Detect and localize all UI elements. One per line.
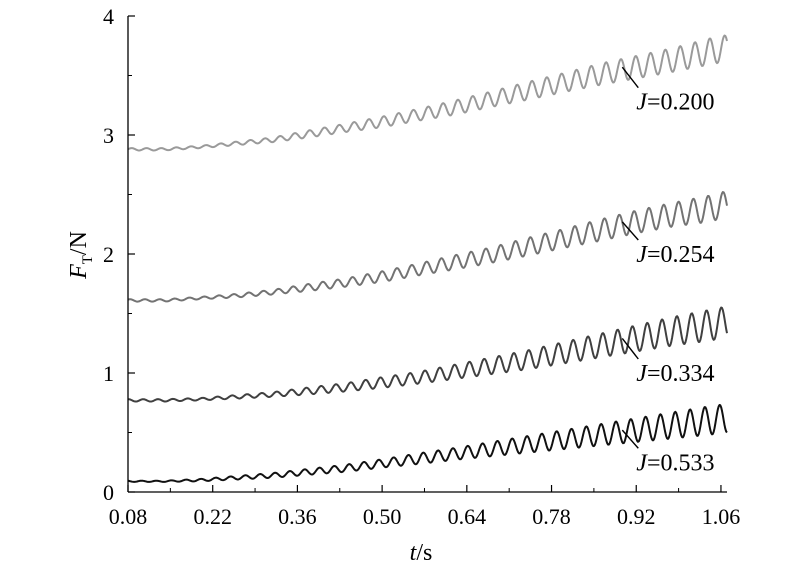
series-label-j-0-533: J=0.533 — [636, 450, 714, 476]
x-tick-label: 0.50 — [363, 504, 402, 529]
y-tick-label: 0 — [103, 480, 114, 505]
labels-layer: J=0.200 J=0.254 J=0.334 J=0.533 — [621, 66, 714, 476]
y-tick-label: 1 — [103, 361, 114, 386]
x-tick-label: 1.06 — [702, 504, 741, 529]
series-label-leader — [621, 338, 639, 360]
x-tick-label: 0.08 — [109, 504, 148, 529]
series-line-j-0-254 — [127, 191, 728, 303]
series-line-j-0-200 — [127, 34, 728, 152]
series-line-j-0-533 — [127, 403, 728, 483]
y-tick-label: 2 — [103, 242, 114, 267]
y-axis-title: FT/N — [66, 231, 96, 280]
x-tick-label: 0.36 — [278, 504, 317, 529]
x-tick-label: 0.22 — [193, 504, 232, 529]
series-label-j-0-254: J=0.254 — [636, 242, 714, 268]
series-label-j-0-200: J=0.200 — [636, 90, 714, 116]
y-tick-label: 3 — [103, 123, 114, 148]
series-line-j-0-334 — [127, 306, 728, 403]
x-tick-label: 0.78 — [532, 504, 571, 529]
series-layer — [127, 34, 728, 483]
x-axis-title: t/s — [410, 540, 433, 566]
series-label-leader — [621, 221, 639, 241]
series-label-leader — [621, 66, 639, 89]
x-tick-label: 0.92 — [617, 504, 656, 529]
series-label-leader — [621, 429, 639, 449]
series-label-j-0-334: J=0.334 — [636, 361, 714, 387]
axes-layer: 0.08 0.22 0.36 0.50 0.64 0.78 0.92 1.06 0 1 2 3 4 — [103, 4, 740, 529]
y-tick-label: 4 — [103, 4, 114, 29]
x-tick-label: 0.64 — [448, 504, 487, 529]
